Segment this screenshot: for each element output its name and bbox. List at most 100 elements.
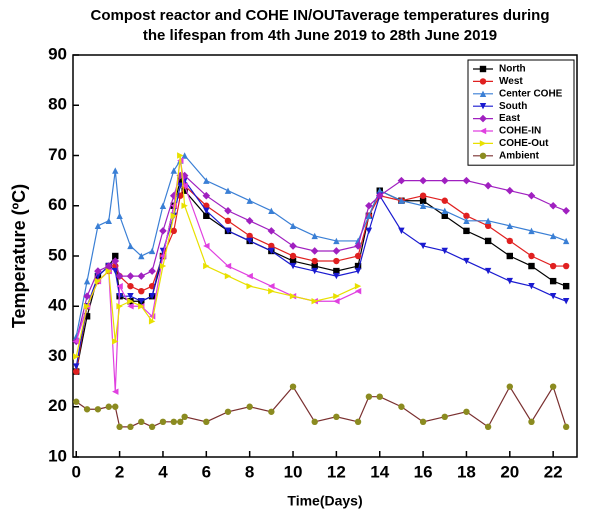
data-point — [549, 383, 557, 390]
x-tick-label: 8 — [245, 462, 254, 481]
y-tick-label: 30 — [48, 346, 67, 365]
data-point — [138, 303, 145, 310]
data-point — [528, 282, 535, 290]
data-point — [289, 222, 297, 230]
data-point — [73, 398, 80, 405]
data-point — [398, 197, 405, 204]
y-tick-label: 10 — [48, 446, 67, 465]
data-point — [354, 252, 362, 260]
data-point — [116, 282, 123, 290]
data-point — [105, 217, 112, 225]
data-point — [311, 298, 318, 305]
legend-box — [467, 59, 575, 166]
x-axis-label: Time(Days) — [287, 493, 362, 509]
data-point — [484, 237, 492, 245]
data-point — [419, 192, 427, 199]
data-point — [177, 152, 184, 159]
data-point — [528, 227, 535, 235]
data-point — [94, 406, 102, 413]
data-point — [549, 232, 557, 240]
y-axis-label: Temperature (ºC) — [9, 184, 29, 328]
data-point — [506, 237, 513, 245]
x-tick-label: 14 — [370, 462, 389, 481]
x-tick-label: 20 — [500, 462, 519, 481]
data-point — [289, 252, 297, 260]
data-point — [562, 237, 570, 245]
data-point — [112, 267, 119, 275]
data-point — [354, 282, 362, 290]
data-point — [83, 303, 91, 310]
data-point — [268, 207, 275, 214]
data-point — [354, 418, 362, 426]
legend-label: Ambient — [499, 150, 540, 161]
data-point — [112, 167, 119, 174]
legend-label: West — [499, 76, 523, 87]
data-point — [203, 212, 210, 219]
data-point — [246, 197, 253, 204]
legend-marker — [479, 114, 487, 123]
data-point — [419, 202, 427, 209]
series-line — [75, 385, 567, 428]
data-point — [138, 252, 145, 260]
data-point — [506, 383, 513, 390]
legend-marker — [479, 127, 487, 135]
data-point — [181, 187, 188, 194]
data-point — [375, 191, 384, 200]
data-point — [112, 338, 119, 345]
data-point — [224, 408, 232, 415]
chart-title: Compost reactor and COHE IN/OUTaverage t… — [91, 7, 550, 24]
data-point — [94, 267, 102, 275]
data-point — [267, 227, 276, 235]
chart-title: the lifespan from 4th June 2019 to 28th … — [143, 27, 497, 44]
data-point — [104, 262, 113, 270]
data-point — [246, 237, 253, 245]
y-tick-label: 20 — [48, 396, 67, 415]
data-point — [441, 413, 448, 420]
data-point — [73, 363, 80, 370]
data-point — [181, 202, 188, 209]
data-point — [527, 191, 536, 200]
data-point — [73, 338, 80, 345]
data-point — [562, 298, 570, 305]
data-point — [289, 262, 297, 270]
data-point — [311, 418, 318, 426]
data-point — [289, 242, 297, 250]
data-point — [127, 423, 134, 431]
data-point — [398, 403, 405, 410]
legend-label: COHE-Out — [499, 138, 549, 149]
data-point — [268, 408, 275, 415]
data-point — [203, 242, 210, 250]
data-point — [289, 383, 297, 390]
data-point — [127, 303, 134, 310]
data-point — [484, 222, 492, 230]
data-point — [354, 287, 362, 295]
data-point — [112, 252, 119, 260]
data-point — [159, 202, 167, 209]
data-point — [94, 222, 102, 230]
data-point — [333, 293, 340, 300]
data-point — [170, 418, 177, 426]
data-point — [484, 217, 492, 225]
data-point — [311, 267, 318, 275]
data-point — [73, 353, 80, 360]
x-tick-label: 4 — [158, 462, 168, 481]
data-point — [148, 318, 156, 325]
data-point — [83, 313, 91, 320]
data-point — [116, 303, 123, 310]
data-point — [506, 277, 513, 285]
data-point — [177, 418, 184, 426]
legend-label: COHE-IN — [499, 126, 541, 137]
data-point — [528, 252, 535, 260]
data-point — [137, 272, 146, 280]
data-point — [181, 413, 188, 420]
data-point — [333, 237, 340, 245]
data-point — [333, 413, 340, 420]
legend-label: North — [499, 64, 526, 75]
data-point — [138, 287, 145, 295]
data-point — [441, 212, 448, 219]
data-point — [365, 227, 373, 235]
data-point — [268, 242, 275, 250]
data-point — [506, 252, 513, 260]
data-point — [94, 277, 102, 285]
data-point — [224, 272, 232, 280]
